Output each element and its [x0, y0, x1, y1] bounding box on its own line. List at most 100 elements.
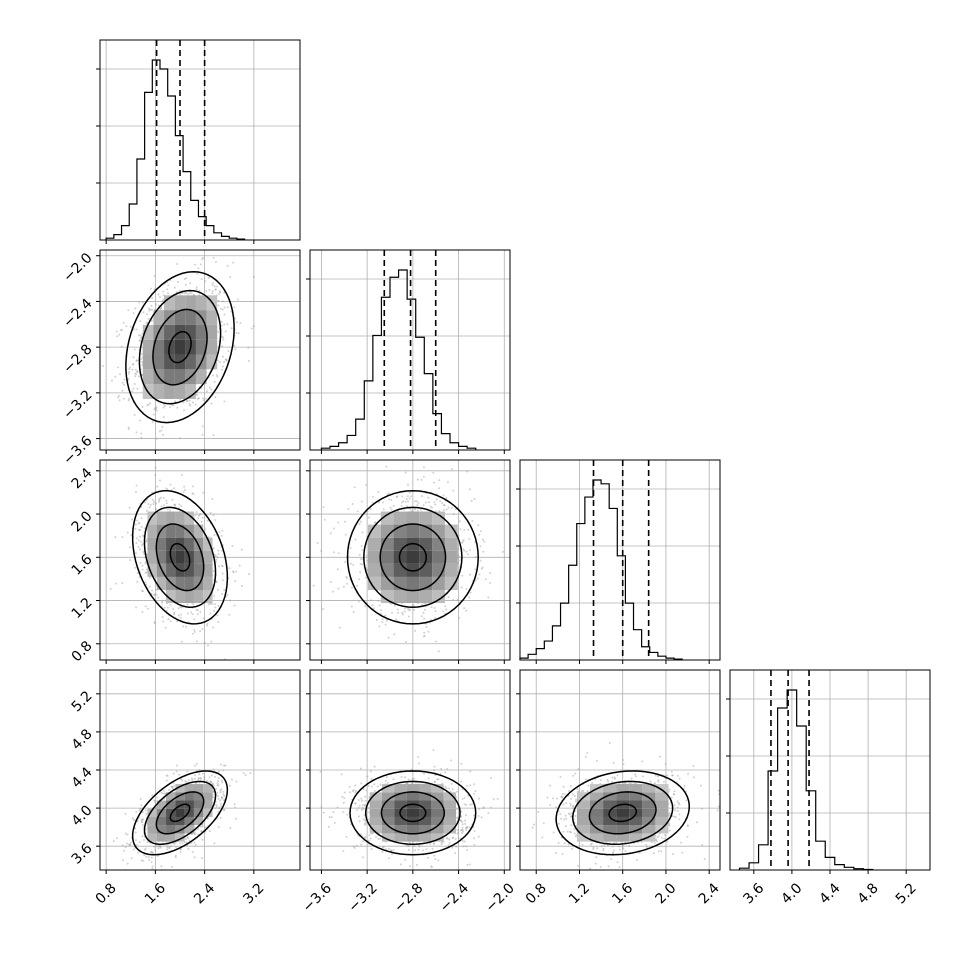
scatter-point [151, 794, 154, 797]
scatter-point [163, 606, 166, 609]
scatter-point [176, 406, 179, 409]
scatter-point [160, 505, 163, 508]
contour-line [131, 490, 229, 625]
density-cell [175, 808, 185, 817]
scatter-point [222, 336, 225, 339]
scatter-point [171, 403, 174, 406]
scatter-point [188, 399, 191, 402]
scatter-point [402, 500, 405, 503]
scatter-point [162, 433, 165, 436]
scatter-point [182, 625, 185, 628]
scatter-point [393, 633, 396, 636]
scatter-point [218, 531, 221, 534]
scatter-point [155, 303, 158, 306]
scatter-point [214, 288, 217, 291]
scatter-point [135, 552, 138, 555]
scatter-point [187, 612, 190, 615]
density-cell [156, 524, 167, 538]
density-cell [153, 339, 165, 355]
scatter-point [381, 850, 384, 853]
scatter-point [214, 807, 217, 810]
scatter-point [138, 841, 141, 844]
scatter-point [122, 397, 125, 400]
y-tick-label: 1.2 [69, 595, 96, 622]
contour-line [379, 523, 447, 592]
scatter-point [247, 572, 250, 575]
density-cell [153, 384, 165, 399]
scatter-point [180, 640, 183, 643]
scatter-point [136, 820, 139, 823]
scatter-point [215, 374, 218, 377]
scatter-point [124, 846, 127, 849]
scatter-point [154, 474, 157, 477]
scatter-point [155, 437, 158, 440]
scatter-point [444, 605, 447, 608]
scatter-point [221, 593, 224, 596]
scatter-point [146, 313, 149, 316]
density-cell [184, 589, 194, 604]
scatter-point [378, 501, 381, 504]
scatter-point [161, 616, 164, 619]
scatter-point [174, 503, 177, 506]
scatter-point [321, 608, 324, 611]
scatter-point [153, 593, 156, 596]
scatter-point [186, 770, 189, 773]
scatter-point [213, 775, 216, 778]
scatter-point [131, 817, 134, 820]
scatter-point [403, 508, 406, 511]
scatter-point [151, 297, 154, 300]
scatter-point [139, 807, 142, 810]
scatter-point [233, 803, 236, 806]
scatter-point [196, 272, 199, 275]
scatter-point [422, 635, 425, 638]
scatter-point [199, 777, 202, 780]
scatter-point [213, 595, 216, 598]
scatter-point [211, 284, 214, 287]
scatter-point [427, 630, 430, 633]
scatter-point [217, 304, 220, 307]
scatter-point [143, 527, 146, 530]
panel-frame [99, 669, 301, 871]
density-cell [184, 800, 194, 809]
scatter-point [145, 568, 148, 571]
scatter-point [432, 843, 435, 846]
panel-content [112, 762, 252, 870]
scatter-point [223, 400, 226, 403]
y-tick-label: 2.4 [69, 465, 96, 492]
scatter-point [197, 778, 200, 781]
scatter-point [192, 603, 195, 606]
scatter-point [407, 608, 410, 611]
density-cell [185, 354, 196, 370]
panel-frame [99, 249, 301, 451]
scatter-point [385, 465, 388, 468]
scatter-point [430, 606, 433, 609]
scatter-point [158, 497, 161, 500]
scatter-point [116, 335, 119, 338]
scatter-point [147, 307, 150, 310]
scatter-point [155, 502, 158, 505]
scatter-point [147, 403, 150, 406]
y-tick-label: −3.2 [60, 387, 95, 422]
density-cell [193, 816, 204, 826]
density-cell [393, 589, 407, 604]
scatter-point [406, 607, 409, 610]
scatter-point [193, 831, 196, 834]
density-cell [166, 563, 176, 577]
scatter-point [195, 511, 198, 514]
scatter-point [216, 556, 219, 559]
density-cell [175, 589, 185, 604]
scatter-point [141, 301, 144, 304]
scatter-point [132, 312, 135, 315]
density-cell [419, 563, 433, 577]
scatter-point [195, 608, 198, 611]
density-cell [193, 792, 204, 801]
density-cell [367, 537, 381, 551]
scatter-point [141, 360, 144, 363]
scatter-point [177, 614, 180, 617]
scatter-point [233, 604, 236, 607]
scatter-point [361, 563, 364, 566]
scatter-point [238, 564, 241, 567]
scatter-point [172, 842, 175, 845]
scatter-point [181, 779, 184, 782]
scatter-point [442, 494, 445, 497]
